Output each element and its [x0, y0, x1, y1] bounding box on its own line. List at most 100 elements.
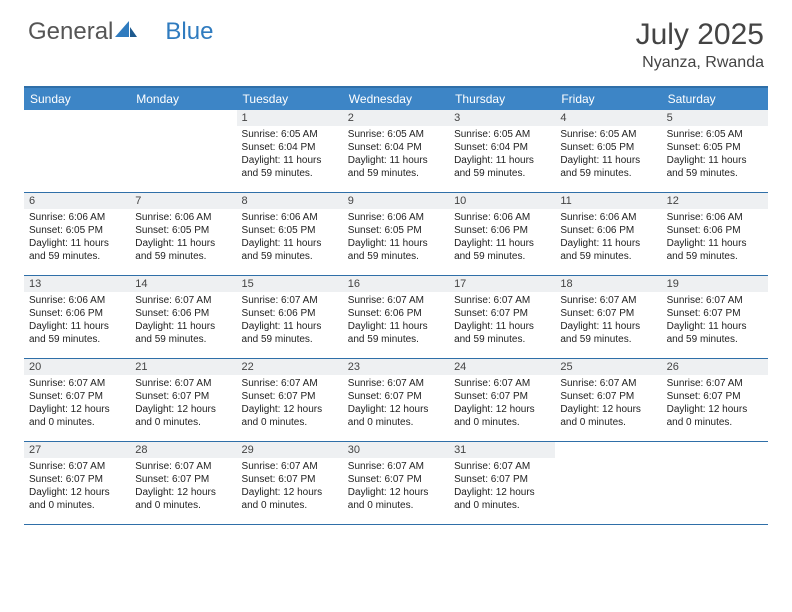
day-sunset: Sunset: 6:06 PM	[29, 307, 125, 320]
day-data: Sunrise: 6:06 AMSunset: 6:06 PMDaylight:…	[662, 209, 768, 267]
day-sunset: Sunset: 6:05 PM	[29, 224, 125, 237]
day-data: Sunrise: 6:07 AMSunset: 6:07 PMDaylight:…	[555, 292, 661, 350]
day-cell: 13Sunrise: 6:06 AMSunset: 6:06 PMDayligh…	[24, 276, 130, 358]
day-sunset: Sunset: 6:07 PM	[560, 390, 656, 403]
day-sunrise: Sunrise: 6:07 AM	[135, 294, 231, 307]
day-data: Sunrise: 6:07 AMSunset: 6:07 PMDaylight:…	[343, 458, 449, 516]
day-number: 25	[555, 359, 661, 375]
day-day1: Daylight: 11 hours	[29, 320, 125, 333]
day-sunset: Sunset: 6:07 PM	[560, 307, 656, 320]
day-day1: Daylight: 11 hours	[242, 320, 338, 333]
day-day1: Daylight: 11 hours	[348, 154, 444, 167]
day-day1: Daylight: 12 hours	[29, 486, 125, 499]
day-cell: 10Sunrise: 6:06 AMSunset: 6:06 PMDayligh…	[449, 193, 555, 275]
day-day2: and 59 minutes.	[135, 333, 231, 346]
day-day2: and 0 minutes.	[454, 416, 550, 429]
day-cell: 8Sunrise: 6:06 AMSunset: 6:05 PMDaylight…	[237, 193, 343, 275]
day-data: Sunrise: 6:07 AMSunset: 6:06 PMDaylight:…	[237, 292, 343, 350]
day-cell: 29 Sunrise: 6:07 AMSunset: 6:07 PMDayligh…	[237, 442, 343, 524]
sail-icon	[115, 18, 137, 46]
day-sunset: Sunset: 6:07 PM	[29, 390, 125, 403]
day-sunset: Sunset: 6:07 PM	[667, 307, 763, 320]
day-data: Sunrise: 6:06 AMSunset: 6:05 PMDaylight:…	[237, 209, 343, 267]
day-sunrise: Sunrise: 6:06 AM	[667, 211, 763, 224]
day-number: 22	[237, 359, 343, 375]
day-day1: Daylight: 11 hours	[560, 237, 656, 250]
day-data: Sunrise: 6:06 AMSunset: 6:06 PMDaylight:…	[555, 209, 661, 267]
day-sunset: Sunset: 6:05 PM	[667, 141, 763, 154]
day-cell: 1Sunrise: 6:05 AMSunset: 6:04 PMDaylight…	[237, 110, 343, 192]
day-number: 7	[130, 193, 236, 209]
weekday-tuesday: Tuesday	[237, 88, 343, 110]
day-data: Sunrise: 6:06 AMSunset: 6:05 PMDaylight:…	[24, 209, 130, 267]
day-day1: Daylight: 12 hours	[242, 486, 338, 499]
day-cell: 12Sunrise: 6:06 AMSunset: 6:06 PMDayligh…	[662, 193, 768, 275]
day-data: Sunrise: 6:05 AMSunset: 6:05 PMDaylight:…	[555, 126, 661, 184]
day-day1: Daylight: 11 hours	[135, 320, 231, 333]
day-day1: Daylight: 12 hours	[454, 486, 550, 499]
day-cell: 28Sunrise: 6:07 AMSunset: 6:07 PMDayligh…	[130, 442, 236, 524]
day-cell: 25Sunrise: 6:07 AMSunset: 6:07 PMDayligh…	[555, 359, 661, 441]
day-number: 5	[662, 110, 768, 126]
day-sunrise: Sunrise: 6:07 AM	[667, 294, 763, 307]
day-day2: and 59 minutes.	[348, 250, 444, 263]
day-data: Sunrise: 6:07 AMSunset: 6:07 PMDaylight:…	[24, 458, 130, 516]
day-data: Sunrise: 6:07 AMSunset: 6:06 PMDaylight:…	[130, 292, 236, 350]
day-cell: 11Sunrise: 6:06 AMSunset: 6:06 PMDayligh…	[555, 193, 661, 275]
day-sunrise: Sunrise: 6:07 AM	[667, 377, 763, 390]
day-day2: and 59 minutes.	[560, 167, 656, 180]
day-data: Sunrise: 6:06 AMSunset: 6:05 PMDaylight:…	[130, 209, 236, 267]
day-day1: Daylight: 11 hours	[454, 154, 550, 167]
day-number: 18	[555, 276, 661, 292]
day-sunrise: Sunrise: 6:07 AM	[242, 460, 338, 473]
day-number: 4	[555, 110, 661, 126]
day-day2: and 0 minutes.	[242, 416, 338, 429]
day-sunset: Sunset: 6:07 PM	[242, 473, 338, 486]
day-cell: 26Sunrise: 6:07 AMSunset: 6:07 PMDayligh…	[662, 359, 768, 441]
day-number: 29	[237, 442, 343, 458]
day-day2: and 59 minutes.	[560, 250, 656, 263]
day-data: Sunrise: 6:05 AMSunset: 6:04 PMDaylight:…	[343, 126, 449, 184]
day-data: Sunrise: 6:06 AMSunset: 6:06 PMDaylight:…	[449, 209, 555, 267]
week-row: 27Sunrise: 6:07 AMSunset: 6:07 PMDayligh…	[24, 442, 768, 525]
day-day1: Daylight: 11 hours	[667, 154, 763, 167]
day-sunrise: Sunrise: 6:06 AM	[560, 211, 656, 224]
day-sunset: Sunset: 6:07 PM	[667, 390, 763, 403]
day-cell: 21Sunrise: 6:07 AMSunset: 6:07 PMDayligh…	[130, 359, 236, 441]
day-day1: Daylight: 11 hours	[242, 154, 338, 167]
day-cell	[555, 442, 661, 524]
day-cell: 23Sunrise: 6:07 AMSunset: 6:07 PMDayligh…	[343, 359, 449, 441]
day-cell: 20Sunrise: 6:07 AMSunset: 6:07 PMDayligh…	[24, 359, 130, 441]
day-day2: and 0 minutes.	[454, 499, 550, 512]
day-day2: and 59 minutes.	[667, 250, 763, 263]
day-number: 19	[662, 276, 768, 292]
day-number: 15	[237, 276, 343, 292]
weekday-friday: Friday	[555, 88, 661, 110]
day-sunset: Sunset: 6:06 PM	[135, 307, 231, 320]
day-day1: Daylight: 12 hours	[135, 403, 231, 416]
day-day2: and 59 minutes.	[242, 333, 338, 346]
day-day1: Daylight: 11 hours	[560, 154, 656, 167]
day-cell: 2Sunrise: 6:05 AMSunset: 6:04 PMDaylight…	[343, 110, 449, 192]
weekday-thursday: Thursday	[449, 88, 555, 110]
day-sunrise: Sunrise: 6:07 AM	[29, 377, 125, 390]
day-sunrise: Sunrise: 6:05 AM	[242, 128, 338, 141]
day-sunrise: Sunrise: 6:07 AM	[242, 294, 338, 307]
day-sunrise: Sunrise: 6:06 AM	[454, 211, 550, 224]
day-number: 8	[237, 193, 343, 209]
day-number	[555, 442, 661, 458]
day-data: Sunrise: 6:07 AMSunset: 6:06 PMDaylight:…	[343, 292, 449, 350]
day-day2: and 0 minutes.	[135, 416, 231, 429]
day-sunset: Sunset: 6:05 PM	[348, 224, 444, 237]
day-cell	[130, 110, 236, 192]
day-cell: 27Sunrise: 6:07 AMSunset: 6:07 PMDayligh…	[24, 442, 130, 524]
day-sunrise: Sunrise: 6:07 AM	[454, 460, 550, 473]
day-sunset: Sunset: 6:04 PM	[348, 141, 444, 154]
day-sunrise: Sunrise: 6:07 AM	[348, 377, 444, 390]
weekday-wednesday: Wednesday	[343, 88, 449, 110]
day-cell: 14Sunrise: 6:07 AMSunset: 6:06 PMDayligh…	[130, 276, 236, 358]
day-sunset: Sunset: 6:05 PM	[242, 224, 338, 237]
day-data: Sunrise: 6:07 AMSunset: 6:07 PMDaylight:…	[24, 375, 130, 433]
day-sunset: Sunset: 6:07 PM	[454, 390, 550, 403]
day-sunset: Sunset: 6:06 PM	[454, 224, 550, 237]
